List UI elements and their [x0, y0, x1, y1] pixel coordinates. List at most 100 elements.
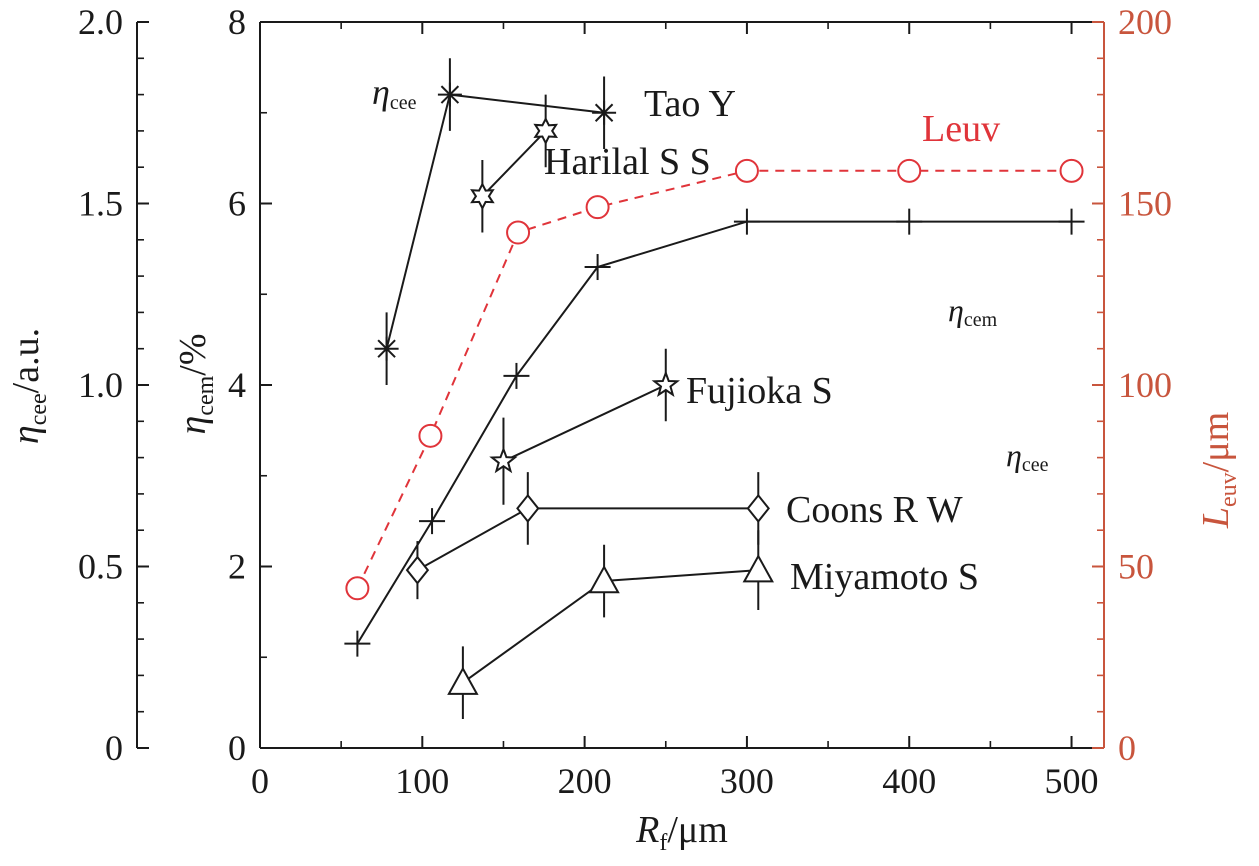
- euv-axis-title: Leuv/μm: [1195, 412, 1242, 529]
- data-point-ring: [506, 220, 531, 245]
- data-point: [345, 576, 370, 601]
- euv-tick-label: 100: [1118, 365, 1172, 405]
- data-point: [374, 336, 399, 361]
- series-line: [503, 384, 667, 463]
- euv-axis-title-main: L: [1195, 507, 1237, 529]
- annotation-eta-cem-right: ηcem: [948, 292, 998, 331]
- cee-axis-title: ηcee/a.u.: [5, 328, 52, 444]
- cem-axis-title: ηcem/%: [172, 333, 219, 434]
- data-point: [437, 82, 462, 107]
- cee-tick-label: 1.0: [78, 365, 123, 405]
- series-label-coons-r-w: Coons R W: [786, 489, 963, 531]
- series-label-miyamoto-s: Miyamoto S: [790, 556, 979, 598]
- series-line: [481, 130, 547, 197]
- data-point: [489, 446, 518, 474]
- x-axis-title: Rf/μm: [635, 809, 728, 856]
- data-point-ring: [345, 576, 370, 601]
- euv-tick-label: 0: [1118, 728, 1136, 768]
- data-point: [651, 370, 680, 398]
- series-leuv: [345, 158, 1084, 601]
- cem-tick-label: 0: [228, 728, 246, 768]
- data-point-stroke: [440, 85, 460, 104]
- series-label-fujioka-s: Fujioka S: [686, 370, 833, 412]
- series-fujioka-s: [489, 348, 680, 505]
- data-point: [405, 555, 430, 585]
- data-point: [419, 508, 446, 535]
- series-line: [385, 93, 605, 349]
- x-tick-label: 200: [558, 761, 612, 801]
- euv-axis-title-unit: /μm: [1195, 412, 1237, 473]
- data-point-ring: [1059, 158, 1084, 183]
- x-axis-title-sub: f: [659, 830, 667, 856]
- annotation-sub: cem: [964, 309, 998, 331]
- data-point: [742, 554, 774, 583]
- data-point-stroke: [594, 103, 614, 122]
- x-tick-label: 300: [720, 761, 774, 801]
- x-axis-title-main: R: [635, 809, 659, 851]
- data-point-shape: [516, 493, 540, 524]
- x-tick-label: 0: [251, 761, 269, 801]
- cem-tick-label: 6: [228, 184, 246, 224]
- cem-axis-title-sub: cem: [193, 375, 219, 415]
- annotation-sub: cee: [390, 92, 417, 114]
- cee-tick-label: 1.5: [78, 184, 123, 224]
- axes: 0 100 200 300 400 500 0 2 4 6 8 0 0.5 1.0 1.5 2.0 0 50 100…: [78, 2, 1172, 801]
- data-point: [503, 362, 530, 389]
- series-cem-2: [344, 208, 1085, 657]
- annotation-main: η: [1006, 437, 1022, 473]
- data-point: [506, 220, 531, 245]
- cem-axis-title-unit: /%: [172, 333, 214, 375]
- series-label-harilal-s-s: Harilal S S: [544, 141, 711, 183]
- data-point: [470, 181, 495, 211]
- x-tick-label: 100: [395, 761, 449, 801]
- euv-axis-title-sub: euv: [1216, 472, 1242, 507]
- annotation-eta-cee-top: ηcee: [372, 72, 417, 114]
- data-point-shape: [742, 554, 774, 583]
- series-tao-y: [374, 58, 617, 385]
- series-label-leuv: Leuv: [922, 108, 1000, 150]
- data-point: [897, 158, 922, 183]
- data-point-stroke: [377, 339, 396, 358]
- euv-tick-label: 200: [1118, 2, 1172, 42]
- data-point: [533, 116, 559, 146]
- data-point: [734, 158, 759, 183]
- data-point: [516, 493, 540, 524]
- annotation-sub: cee: [1022, 454, 1049, 476]
- data-point-shape: [746, 493, 770, 524]
- data-point-shape: [470, 181, 495, 211]
- x-axis-title-unit: /μm: [667, 809, 728, 851]
- series-coons-r-w: [405, 472, 770, 600]
- series-layer: [344, 58, 1085, 719]
- cem-axis-title-main: η: [172, 416, 214, 435]
- data-point-shape: [533, 116, 559, 146]
- x-tick-label: 400: [882, 761, 936, 801]
- data-point-shape: [588, 564, 620, 594]
- data-point: [584, 254, 611, 281]
- data-point: [588, 564, 620, 594]
- x-tick-label: 500: [1045, 761, 1099, 801]
- data-point-ring: [734, 158, 759, 183]
- cee-tick-label: 0: [105, 728, 123, 768]
- data-point: [447, 666, 479, 695]
- cem-tick-label: 2: [228, 547, 246, 587]
- data-point: [1059, 158, 1084, 183]
- data-point: [1058, 208, 1085, 235]
- cee-tick-label: 2.0: [78, 2, 123, 42]
- data-point: [896, 208, 923, 235]
- data-point-ring: [585, 195, 610, 220]
- data-point: [585, 195, 610, 220]
- series-miyamoto-s: [447, 530, 774, 719]
- data-point: [418, 423, 443, 448]
- data-point: [344, 630, 371, 657]
- data-point: [592, 100, 617, 125]
- data-point: [733, 208, 760, 235]
- annotation-main: η: [948, 292, 964, 328]
- data-point-shape: [405, 555, 430, 585]
- data-point: [746, 493, 770, 524]
- series-harilal-s-s: [470, 94, 559, 233]
- series-line: [416, 507, 759, 571]
- euv-tick-label: 50: [1118, 547, 1154, 587]
- annotation-eta-cee-right: ηcee: [1006, 437, 1049, 476]
